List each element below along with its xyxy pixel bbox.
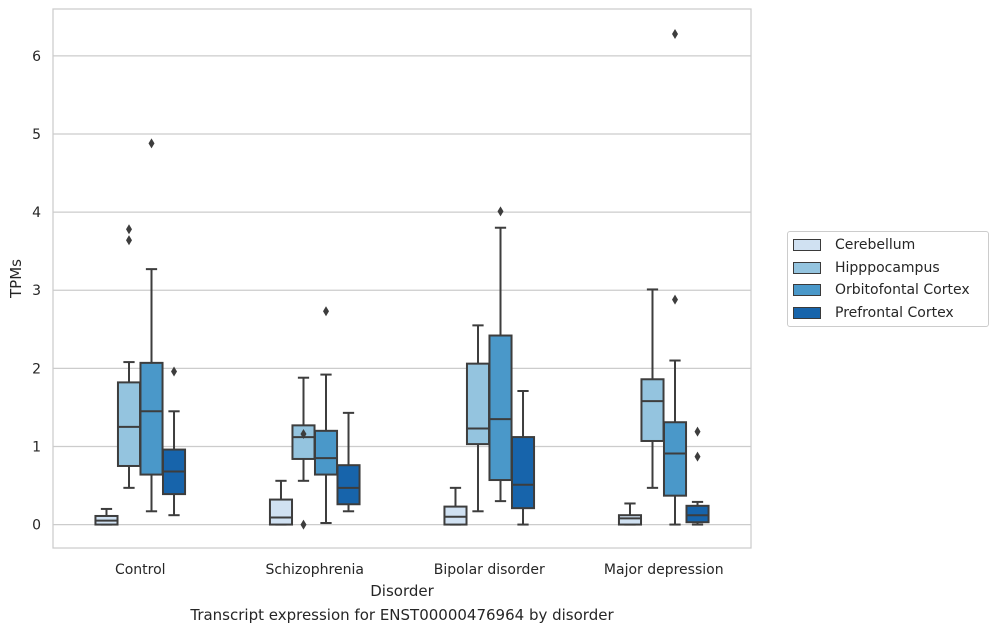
box [662, 28, 688, 526]
box-body [617, 514, 643, 526]
legend-item: Prefrontal Cortex [793, 302, 954, 324]
box-body [116, 381, 142, 467]
chart-caption: Transcript expression for ENST0000047696… [190, 606, 614, 624]
y-tick-label: 1 [32, 439, 41, 455]
outlier-point [497, 206, 504, 217]
outlier-point [694, 426, 701, 437]
outlier-point [694, 451, 701, 462]
box [443, 486, 468, 526]
box-body [488, 334, 513, 482]
box-body [685, 504, 710, 524]
legend: Cerebellum Hipppocampus Orbitofontal Corte… [787, 231, 989, 327]
box [268, 479, 294, 526]
box [640, 288, 665, 489]
legend-label: Cerebellum [835, 237, 916, 253]
y-axis-ticks: 0 1 2 3 4 5 6 [32, 49, 41, 534]
plot-frame [52, 8, 752, 549]
gridlines [53, 55, 751, 526]
box-body [268, 498, 294, 526]
box [116, 224, 142, 489]
outlier-point [300, 519, 307, 530]
box-body [465, 362, 491, 446]
box [685, 426, 710, 526]
outlier-point [125, 224, 132, 235]
x-axis-ticks: Control Schizophrenia Bipolar disorder Majo… [115, 562, 724, 578]
legend-label: Prefrontal Cortex [835, 304, 954, 321]
outlier-point [672, 28, 679, 39]
box [465, 324, 491, 513]
box [161, 366, 187, 517]
y-tick-label: 2 [32, 361, 41, 377]
box-body [139, 361, 164, 476]
box-body [336, 464, 361, 506]
legend-swatch [793, 306, 821, 319]
box-series [94, 28, 710, 530]
box-body [510, 436, 536, 510]
legend-label: Orbitofontal Cortex [835, 282, 970, 298]
x-tick-label: Major depression [604, 562, 724, 578]
legend-label: Hipppocampus [835, 259, 940, 276]
y-tick-label: 6 [32, 49, 41, 65]
legend-item: Cerebellum [793, 234, 915, 256]
box [488, 206, 513, 503]
outlier-point [300, 428, 307, 439]
box [291, 376, 316, 530]
box-body [640, 378, 665, 442]
y-axis-label: TPMs [7, 259, 25, 299]
legend-swatch [793, 261, 821, 274]
box [94, 507, 119, 526]
outlier-point [125, 235, 132, 246]
y-tick-label: 3 [32, 283, 41, 299]
legend-item: Hipppocampus [793, 257, 940, 279]
outlier-point [323, 306, 330, 317]
legend-item: Orbitofontal Cortex [793, 279, 970, 301]
box [336, 411, 361, 513]
box [617, 502, 643, 526]
y-tick-label: 0 [32, 518, 41, 534]
legend-swatch [793, 284, 821, 296]
box-body [662, 421, 688, 497]
x-tick-label: Control [115, 562, 166, 578]
y-tick-label: 5 [32, 127, 41, 143]
box [313, 306, 339, 525]
outlier-point [148, 138, 155, 149]
box-body [313, 429, 339, 476]
y-tick-label: 4 [32, 205, 41, 221]
outlier-point [171, 366, 178, 377]
x-tick-label: Bipolar disorder [434, 562, 545, 578]
x-axis-label: Disorder [370, 582, 434, 600]
outlier-point [672, 294, 679, 305]
legend-swatch [793, 239, 821, 251]
x-tick-label: Schizophrenia [266, 562, 364, 578]
box [510, 389, 536, 526]
box [139, 138, 164, 513]
box-body [443, 505, 468, 526]
